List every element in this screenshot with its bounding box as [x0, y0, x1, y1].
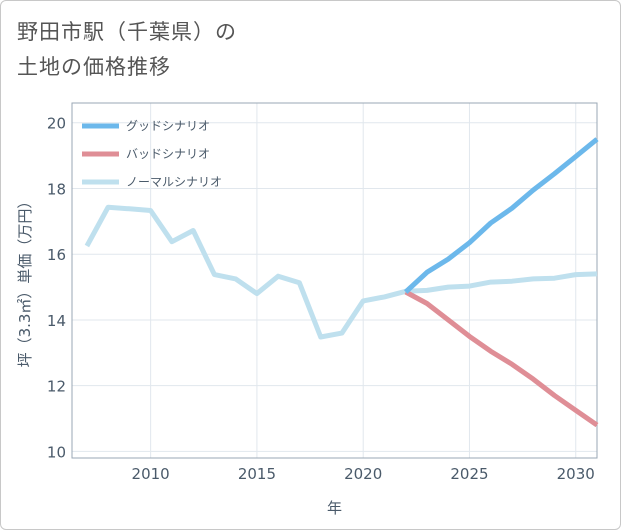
y-tick-label: 16: [47, 246, 66, 264]
x-tick-label: 2010: [132, 465, 170, 483]
y-tick-label: 14: [47, 312, 66, 330]
y-tick-label: 10: [47, 443, 66, 461]
x-tick-label: 2020: [344, 465, 382, 483]
series-line-1: [404, 137, 599, 294]
x-tick-label: 2015: [238, 465, 276, 483]
legend-label-2: バッドシナリオ: [126, 147, 210, 161]
y-tick-label: 20: [47, 115, 66, 133]
chart-title: 野田市駅（千葉県）の 土地の価格推移: [17, 15, 237, 85]
x-tick-label: 2025: [450, 465, 488, 483]
series-layer: [84, 137, 599, 428]
y-axis-label: 坪（3.3㎡）単価（万円）: [16, 194, 34, 368]
series-line-2: [404, 289, 599, 428]
chart-title-line1: 野田市駅（千葉県）の: [17, 20, 237, 44]
legend-label-1: グッドシナリオ: [126, 119, 210, 133]
grid-lines: [72, 103, 597, 458]
plot-area-frame: [71, 102, 598, 459]
y-tick-label: 12: [47, 378, 66, 396]
x-tick-label: 2030: [557, 465, 595, 483]
legend-label-3: ノーマルシナリオ: [126, 175, 222, 189]
chart-title-line2: 土地の価格推移: [17, 55, 171, 79]
series-line-3: [84, 204, 598, 340]
axis-ticks: 2010 2015 2020 2025 2030 10 12 14 16 18 20: [47, 115, 595, 483]
x-axis-label: 年: [327, 499, 342, 517]
y-tick-label: 18: [47, 180, 66, 198]
